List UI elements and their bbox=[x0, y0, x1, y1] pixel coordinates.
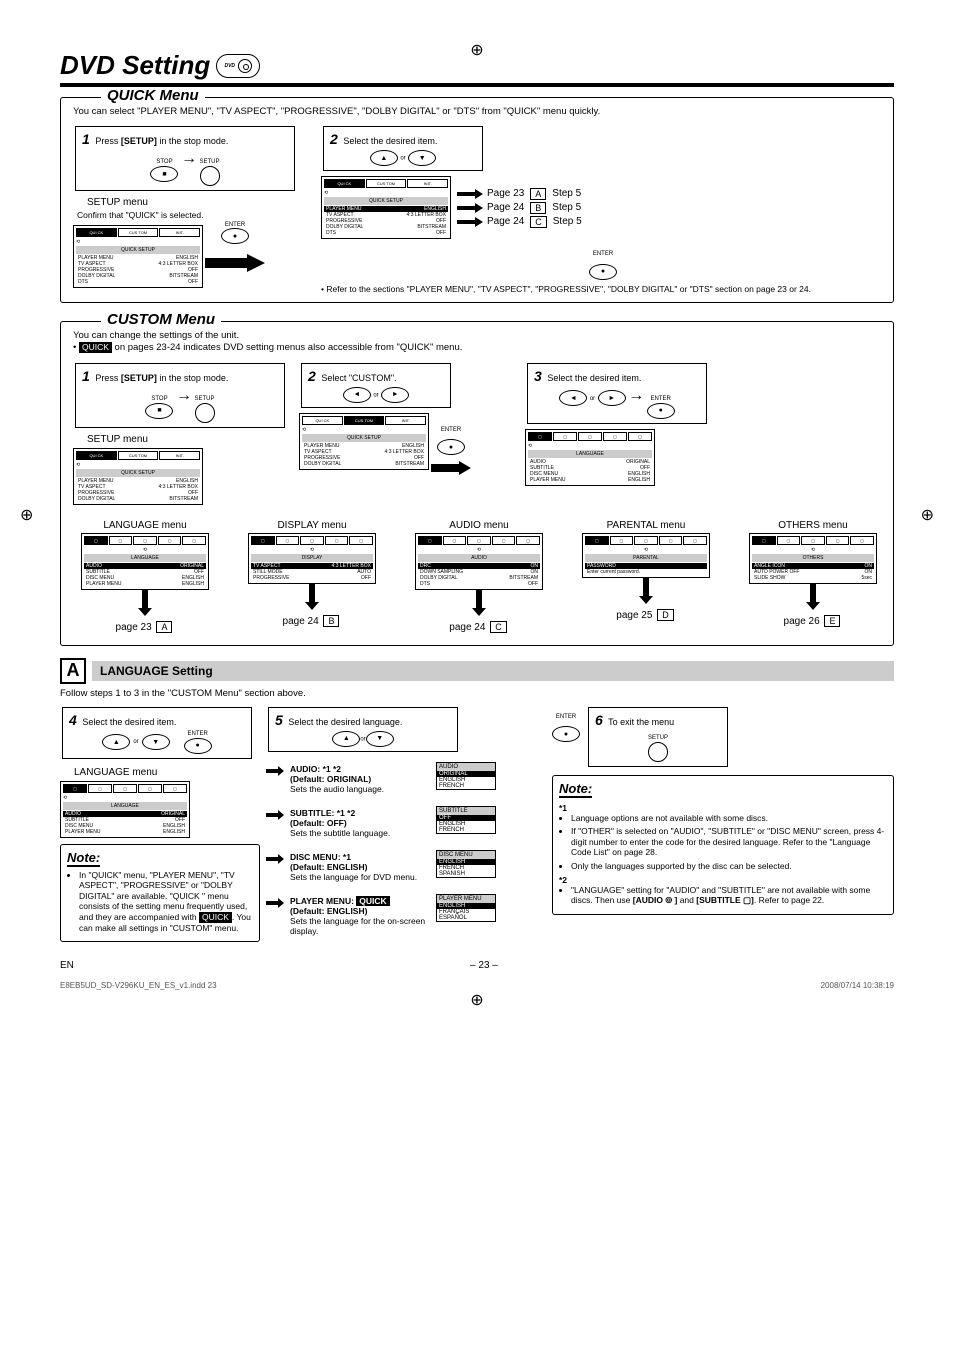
enter-button-icon: ● bbox=[221, 228, 249, 244]
custom-title: CUSTOM Menu bbox=[101, 311, 221, 328]
step-num-2: 2 bbox=[330, 131, 338, 147]
or-label: or bbox=[400, 156, 405, 162]
note-left: Note: In "QUICK" menu, "PLAYER MENU", "T… bbox=[60, 844, 260, 943]
page-ref-row: Page 23AStep 5 bbox=[457, 188, 582, 200]
custom-screen-2: QUI CKCUS TOMINIT.⟲QUICK SETUPPLAYER MEN… bbox=[299, 413, 429, 470]
right-button-icon: ► bbox=[381, 387, 409, 403]
step-num-1: 1 bbox=[82, 131, 90, 147]
page-ref-row: Page 24CStep 5 bbox=[457, 216, 582, 228]
down-button-icon: ▼ bbox=[408, 150, 436, 166]
dvd-icon: DVD bbox=[216, 54, 260, 78]
menu-column: PARENTAL menu▢▢▢▢▢⟲PARENTALPASSWORDEnter… bbox=[576, 520, 716, 633]
custom-screen-3: ▢▢▢▢▢⟲LANGUAGEAUDIOORIGINALSUBTITLEOFFDI… bbox=[525, 429, 655, 486]
lang-menu-label: LANGUAGE menu bbox=[74, 767, 260, 778]
quick-step1-box: 1 Press [SETUP] in the stop mode. STOP ■… bbox=[75, 126, 295, 191]
quick-title: QUICK Menu bbox=[101, 87, 205, 104]
quick-screen-2: QUI CKCUS TOMINIT.⟲QUICK SETUPPLAYER MEN… bbox=[321, 176, 451, 239]
custom-step2-text: Select "CUSTOM". bbox=[321, 373, 396, 383]
enter-button-icon: ● bbox=[589, 264, 617, 280]
page-footer: EN – 23 – bbox=[60, 960, 894, 971]
arrow-icon bbox=[181, 155, 197, 165]
page-ref-row: Page 24BStep 5 bbox=[457, 202, 582, 214]
lang-setting-title: LANGUAGE Setting bbox=[92, 661, 894, 681]
reg-mark-left: ⊕ bbox=[20, 505, 33, 525]
lang-setting-columns: 4 Select the desired item. ▲or▼ ENTER● L… bbox=[60, 705, 894, 943]
lang-screen-step4: ▢▢▢▢▢⟲LANGUAGEAUDIOORIGINALSUBTITLEOFFDI… bbox=[60, 781, 190, 838]
quick-step2-text: Select the desired item. bbox=[343, 136, 437, 146]
title-text: DVD Setting bbox=[60, 50, 210, 81]
setup-menu-label: SETUP menu bbox=[87, 197, 313, 208]
step4-box: 4 Select the desired item. ▲or▼ ENTER● bbox=[62, 707, 252, 759]
footer-en: EN bbox=[60, 960, 74, 971]
custom-menu-section: CUSTOM Menu You can change the settings … bbox=[60, 321, 894, 646]
confirm-text: Confirm that "QUICK" is selected. bbox=[77, 210, 313, 220]
custom-step1-text: Press [SETUP] in the stop mode. bbox=[95, 373, 228, 383]
quick-step1-text: Press [SETUP] in the stop mode. bbox=[95, 136, 228, 146]
setting-items: AUDIO: *1 *2(Default: ORIGINAL)Sets the … bbox=[266, 760, 546, 940]
reg-mark-bottom: ⊕ bbox=[470, 990, 483, 1010]
custom-step1-box: 1 Press [SETUP] in the stop mode. STOP■ … bbox=[75, 363, 285, 428]
quick-menu-section: QUICK Menu You can select "PLAYER MENU",… bbox=[60, 97, 894, 303]
setup-button-icon: SETUP bbox=[200, 159, 220, 186]
menu-column: LANGUAGE menu▢▢▢▢▢⟲LANGUAGEAUDIOORIGINAL… bbox=[75, 520, 215, 633]
reg-mark-right: ⊕ bbox=[921, 505, 934, 525]
step5-box: 5 Select the desired language. ▲or▼ bbox=[268, 707, 458, 752]
note-right: Note: *1 Language options are not availa… bbox=[552, 775, 894, 915]
reg-mark-top: ⊕ bbox=[470, 40, 483, 60]
page: ⊕ PrecautionsSetupVCR FunctionsDVD Funct… bbox=[0, 0, 954, 1030]
custom-step2-box: 2 Select "CUSTOM". ◄ or ► bbox=[301, 363, 451, 408]
custom-step3-text: Select the desired item. bbox=[547, 373, 641, 383]
big-arrow-icon bbox=[205, 254, 265, 272]
setup-menu-label: SETUP menu bbox=[87, 434, 293, 445]
footer-page: – 23 – bbox=[470, 960, 498, 971]
quick-refer-text: • Refer to the sections "PLAYER MENU", "… bbox=[321, 284, 885, 294]
quick-step2-box: 2 Select the desired item. ▲ or ▼ bbox=[323, 126, 483, 171]
quick-intro: You can select "PLAYER MENU", "TV ASPECT… bbox=[73, 106, 885, 118]
footer-meta: E8EB5UD_SD-V296KU_EN_ES_v1.indd 23 2008/… bbox=[60, 981, 894, 990]
up-button-icon: ▲ bbox=[370, 150, 398, 166]
custom-screen-1: QUI CKCUS TOMINIT.⟲QUICK SETUPPLAYER MEN… bbox=[73, 448, 203, 505]
lang-setting-header: A LANGUAGE Setting bbox=[60, 658, 894, 684]
enter-label: ENTER bbox=[593, 251, 613, 257]
menu-column: DISPLAY menu▢▢▢▢▢⟲DISPLAYTV ASPECT4:3 LE… bbox=[242, 520, 382, 633]
stop-button-icon: STOP ■ bbox=[150, 159, 178, 182]
menu-column: OTHERS menu▢▢▢▢▢⟲OTHERSANGLE ICONONAUTO … bbox=[743, 520, 883, 633]
letter-badge: A bbox=[60, 658, 86, 684]
menu-columns: LANGUAGE menu▢▢▢▢▢⟲LANGUAGEAUDIOORIGINAL… bbox=[73, 516, 885, 637]
custom-intro: You can change the settings of the unit.… bbox=[73, 330, 885, 355]
left-button-icon: ◄ bbox=[343, 387, 371, 403]
quick-screen-1: QUI CKCUS TOMINIT.⟲QUICK SETUPPLAYER MEN… bbox=[73, 225, 203, 288]
follow-text: Follow steps 1 to 3 in the "CUSTOM Menu"… bbox=[60, 688, 894, 699]
menu-column: AUDIO menu▢▢▢▢▢⟲AUDIODRCONDOWN SAMPLINGO… bbox=[409, 520, 549, 633]
custom-step3-box: 3 Select the desired item. ◄ or ► ENTER● bbox=[527, 363, 707, 424]
step6-box: 6 To exit the menu SETUP bbox=[588, 707, 728, 767]
page-title: DVD Setting DVD bbox=[60, 50, 260, 81]
